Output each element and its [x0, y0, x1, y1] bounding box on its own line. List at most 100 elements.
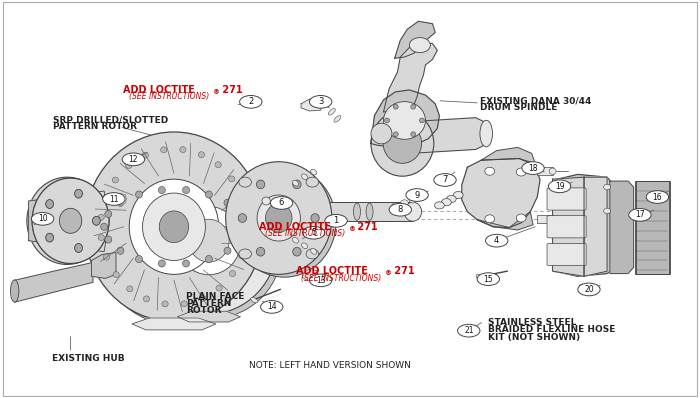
Ellipse shape	[105, 211, 112, 218]
Ellipse shape	[293, 247, 301, 256]
Ellipse shape	[603, 208, 610, 214]
Ellipse shape	[183, 260, 190, 267]
Text: 17: 17	[635, 211, 645, 219]
Text: KIT (NOT SHOWN): KIT (NOT SHOWN)	[489, 332, 580, 341]
Ellipse shape	[215, 162, 221, 168]
Text: ADD LOCTITE: ADD LOCTITE	[295, 266, 368, 276]
Polygon shape	[552, 177, 584, 276]
Text: 271: 271	[354, 222, 378, 232]
Ellipse shape	[75, 244, 83, 252]
Ellipse shape	[229, 176, 235, 182]
FancyBboxPatch shape	[4, 2, 696, 396]
Text: 13: 13	[316, 276, 326, 285]
Text: 4: 4	[494, 236, 499, 245]
Text: 21: 21	[464, 326, 473, 335]
Circle shape	[325, 215, 347, 227]
FancyBboxPatch shape	[547, 188, 586, 210]
Ellipse shape	[262, 197, 270, 205]
Ellipse shape	[224, 199, 231, 207]
Ellipse shape	[46, 200, 53, 209]
Ellipse shape	[198, 152, 204, 158]
Text: DRUM SPINDLE: DRUM SPINDLE	[480, 103, 557, 112]
Text: 8: 8	[398, 205, 403, 214]
Ellipse shape	[256, 247, 265, 256]
Ellipse shape	[371, 123, 392, 144]
Ellipse shape	[160, 147, 167, 153]
Polygon shape	[301, 99, 322, 111]
Polygon shape	[302, 269, 318, 281]
Circle shape	[309, 274, 332, 287]
Ellipse shape	[75, 189, 83, 198]
Text: 5: 5	[311, 228, 316, 237]
Ellipse shape	[142, 152, 148, 158]
Ellipse shape	[447, 195, 456, 203]
Ellipse shape	[98, 214, 104, 220]
Ellipse shape	[265, 204, 292, 232]
Text: NOTE: LEFT HAND VERSION SHOWN: NOTE: LEFT HAND VERSION SHOWN	[248, 361, 411, 370]
Ellipse shape	[92, 217, 100, 225]
Ellipse shape	[60, 208, 82, 233]
FancyBboxPatch shape	[547, 244, 586, 265]
Ellipse shape	[311, 248, 316, 254]
Text: EXISTING HUB: EXISTING HUB	[52, 354, 125, 363]
Ellipse shape	[371, 111, 434, 176]
Ellipse shape	[236, 236, 243, 243]
Text: 10: 10	[38, 215, 48, 223]
Ellipse shape	[113, 272, 119, 277]
Circle shape	[389, 203, 412, 216]
Ellipse shape	[130, 179, 218, 274]
Ellipse shape	[256, 180, 265, 189]
Text: 14: 14	[267, 302, 276, 311]
Ellipse shape	[32, 178, 109, 263]
Text: ®: ®	[213, 89, 220, 95]
Text: 11: 11	[109, 195, 118, 203]
Circle shape	[309, 96, 332, 108]
Circle shape	[548, 180, 570, 193]
Polygon shape	[92, 253, 116, 278]
Ellipse shape	[485, 215, 495, 223]
Text: 6: 6	[279, 199, 284, 207]
Circle shape	[302, 226, 325, 239]
Ellipse shape	[46, 233, 53, 242]
Ellipse shape	[293, 180, 301, 189]
Ellipse shape	[251, 297, 258, 303]
Ellipse shape	[306, 249, 318, 259]
Ellipse shape	[238, 214, 246, 222]
Ellipse shape	[230, 271, 236, 277]
Ellipse shape	[480, 120, 493, 147]
Ellipse shape	[103, 195, 109, 201]
Ellipse shape	[411, 104, 416, 109]
Polygon shape	[610, 181, 634, 273]
Text: 12: 12	[129, 155, 138, 164]
Ellipse shape	[404, 202, 421, 221]
Ellipse shape	[244, 213, 250, 219]
Text: ADD LOCTITE: ADD LOCTITE	[123, 84, 195, 95]
Ellipse shape	[384, 118, 389, 123]
Ellipse shape	[104, 254, 110, 260]
Ellipse shape	[98, 234, 104, 240]
Text: 18: 18	[528, 164, 538, 173]
Text: ®: ®	[349, 226, 356, 232]
Text: 271: 271	[391, 266, 414, 276]
Ellipse shape	[239, 253, 245, 259]
Circle shape	[122, 153, 145, 166]
Text: PATTERN: PATTERN	[186, 299, 231, 308]
Circle shape	[32, 213, 54, 225]
Circle shape	[477, 273, 500, 285]
Text: 2: 2	[248, 98, 253, 106]
Ellipse shape	[302, 243, 307, 249]
Ellipse shape	[442, 199, 452, 206]
Ellipse shape	[411, 132, 416, 137]
Ellipse shape	[579, 284, 584, 290]
Ellipse shape	[549, 168, 556, 174]
Ellipse shape	[384, 101, 426, 139]
Ellipse shape	[101, 223, 108, 230]
Text: PLAIN FACE: PLAIN FACE	[186, 292, 244, 300]
Ellipse shape	[320, 101, 327, 108]
Text: PATTERN ROTOR: PATTERN ROTOR	[53, 122, 137, 131]
Ellipse shape	[180, 146, 186, 152]
FancyBboxPatch shape	[537, 167, 552, 175]
Circle shape	[522, 162, 544, 174]
Polygon shape	[395, 21, 435, 58]
Ellipse shape	[160, 211, 188, 243]
